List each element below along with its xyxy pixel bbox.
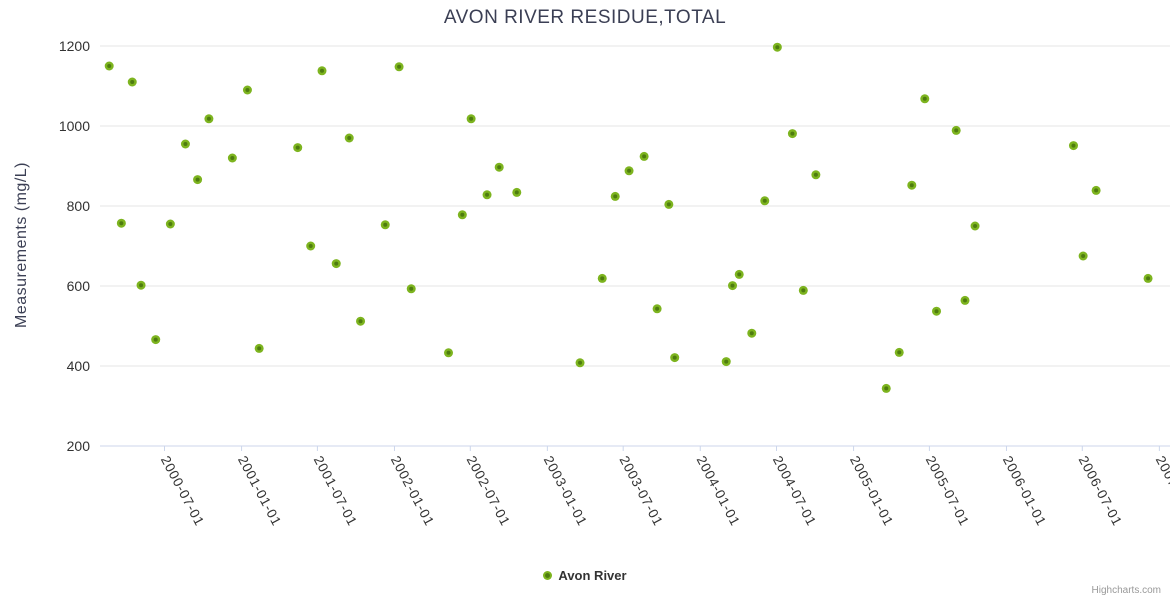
x-tick-label: 2002-01-01 bbox=[388, 453, 437, 528]
data-point[interactable] bbox=[444, 348, 454, 358]
legend-item-avon-river[interactable]: Avon River bbox=[543, 568, 627, 583]
data-point[interactable] bbox=[344, 133, 354, 143]
highcharts-credits-link[interactable]: Highcharts.com bbox=[1091, 585, 1161, 596]
data-point[interactable] bbox=[165, 219, 175, 229]
y-tick-label: 1200 bbox=[59, 38, 90, 54]
chart-title: AVON RIVER RESIDUE,TOTAL bbox=[443, 7, 727, 28]
x-tick-label: 2001-07-01 bbox=[311, 453, 360, 528]
data-point[interactable] bbox=[1143, 273, 1153, 283]
data-point[interactable] bbox=[306, 241, 316, 251]
legend-marker-icon bbox=[543, 571, 553, 580]
data-point[interactable] bbox=[894, 347, 904, 357]
data-point[interactable] bbox=[652, 304, 662, 314]
data-point[interactable] bbox=[254, 343, 264, 353]
x-tick-label: 2004-07-01 bbox=[770, 453, 819, 528]
y-tick-label: 200 bbox=[67, 438, 91, 454]
data-point[interactable] bbox=[151, 335, 161, 345]
data-point[interactable] bbox=[242, 85, 252, 95]
data-point[interactable] bbox=[575, 358, 585, 368]
data-point[interactable] bbox=[116, 218, 126, 228]
data-point[interactable] bbox=[721, 357, 731, 367]
data-point[interactable] bbox=[798, 285, 808, 295]
data-point[interactable] bbox=[494, 162, 504, 172]
legend-label: Avon River bbox=[558, 568, 627, 583]
data-point[interactable] bbox=[610, 191, 620, 201]
data-point[interactable] bbox=[760, 196, 770, 206]
x-tick-label: 2002-07-01 bbox=[464, 453, 513, 528]
data-point[interactable] bbox=[960, 295, 970, 305]
data-point[interactable] bbox=[482, 190, 492, 200]
data-point[interactable] bbox=[811, 170, 821, 180]
data-point[interactable] bbox=[457, 210, 467, 220]
data-point[interactable] bbox=[670, 353, 680, 363]
x-tick-label: 2000-07-01 bbox=[158, 453, 207, 528]
data-point[interactable] bbox=[406, 284, 416, 294]
data-point[interactable] bbox=[970, 221, 980, 231]
x-tick-label: 2004-01-01 bbox=[694, 453, 743, 528]
data-point[interactable] bbox=[204, 114, 214, 124]
data-point[interactable] bbox=[747, 328, 757, 338]
data-point[interactable] bbox=[787, 129, 797, 139]
data-point[interactable] bbox=[293, 143, 303, 153]
data-point[interactable] bbox=[624, 166, 634, 176]
data-point[interactable] bbox=[728, 281, 738, 291]
legend: Avon River bbox=[0, 568, 1170, 583]
data-point[interactable] bbox=[772, 42, 782, 52]
data-point[interactable] bbox=[1068, 141, 1078, 151]
y-tick-label: 600 bbox=[67, 278, 91, 294]
data-point[interactable] bbox=[932, 306, 942, 316]
data-point[interactable] bbox=[104, 61, 114, 71]
data-point[interactable] bbox=[920, 94, 930, 104]
data-point[interactable] bbox=[331, 259, 341, 269]
x-tick-label: 2005-01-01 bbox=[847, 453, 896, 528]
data-point[interactable] bbox=[227, 153, 237, 163]
y-tick-label: 800 bbox=[67, 198, 91, 214]
x-tick-label: 2006-01-01 bbox=[1000, 453, 1049, 528]
data-point[interactable] bbox=[734, 269, 744, 279]
data-point[interactable] bbox=[127, 77, 137, 87]
x-tick-label: 2003-07-01 bbox=[617, 453, 666, 528]
data-point[interactable] bbox=[136, 280, 146, 290]
x-tick-label: 2001-01-01 bbox=[235, 453, 284, 528]
data-point[interactable] bbox=[881, 383, 891, 393]
data-point[interactable] bbox=[664, 199, 674, 209]
y-tick-label: 400 bbox=[67, 358, 91, 374]
data-point[interactable] bbox=[951, 125, 961, 135]
data-point[interactable] bbox=[380, 220, 390, 230]
data-point[interactable] bbox=[1091, 185, 1101, 195]
x-tick-label: 2007-01-01 bbox=[1153, 453, 1170, 528]
data-point[interactable] bbox=[1078, 251, 1088, 261]
y-tick-label: 1000 bbox=[59, 118, 90, 134]
x-tick-label: 2006-07-01 bbox=[1076, 453, 1125, 528]
data-point[interactable] bbox=[356, 316, 366, 326]
x-tick-label: 2003-01-01 bbox=[541, 453, 590, 528]
data-point[interactable] bbox=[193, 175, 203, 185]
data-point[interactable] bbox=[907, 180, 917, 190]
x-tick-label: 2005-07-01 bbox=[923, 453, 972, 528]
data-point[interactable] bbox=[466, 114, 476, 124]
data-point[interactable] bbox=[317, 66, 327, 76]
data-point[interactable] bbox=[180, 139, 190, 149]
data-point[interactable] bbox=[639, 151, 649, 161]
data-point[interactable] bbox=[394, 62, 404, 72]
data-point[interactable] bbox=[597, 273, 607, 283]
data-point[interactable] bbox=[512, 187, 522, 197]
